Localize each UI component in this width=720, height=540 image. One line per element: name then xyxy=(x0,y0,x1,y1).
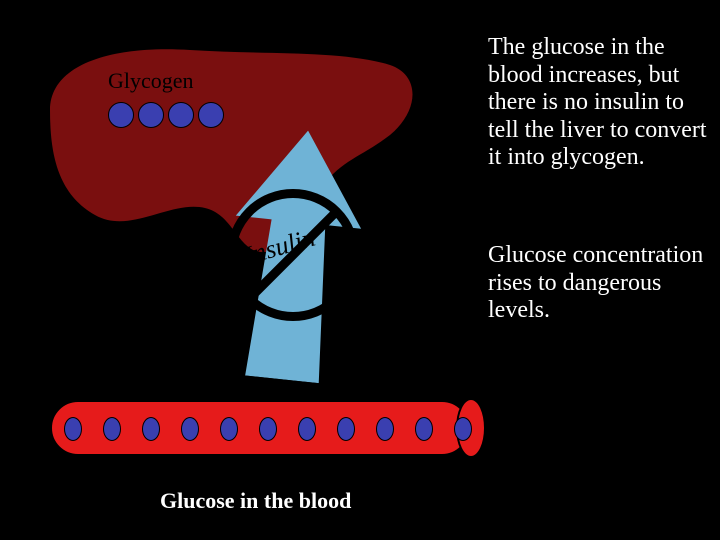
glucose-dot xyxy=(64,417,82,441)
glucose-dot xyxy=(259,417,277,441)
glucose-dot xyxy=(103,417,121,441)
glycogen-dot xyxy=(138,102,164,128)
glycogen-chain xyxy=(108,102,224,128)
glucose-dots-row xyxy=(64,417,472,441)
glucose-dot xyxy=(376,417,394,441)
glucose-dot xyxy=(415,417,433,441)
glucose-blood-label: Glucose in the blood xyxy=(160,488,351,514)
glycogen-dot xyxy=(108,102,134,128)
glucose-dot xyxy=(142,417,160,441)
glucose-dot xyxy=(220,417,238,441)
paragraph-1: The glucose in the blood increases, but … xyxy=(488,34,712,172)
no-insulin-icon xyxy=(227,189,359,321)
glucose-dot xyxy=(298,417,316,441)
glycogen-dot xyxy=(198,102,224,128)
diagram-stage: Glycogen Insulin Gluc xyxy=(0,0,720,540)
blood-vessel xyxy=(50,400,496,456)
no-sign-slash xyxy=(245,207,342,304)
glycogen-dot xyxy=(168,102,194,128)
glycogen-label: Glycogen xyxy=(108,68,194,94)
glucose-dot xyxy=(181,417,199,441)
paragraph-2: Glucose concentration rises to dangerous… xyxy=(488,242,712,325)
glucose-dot xyxy=(337,417,355,441)
glucose-dot xyxy=(454,417,472,441)
